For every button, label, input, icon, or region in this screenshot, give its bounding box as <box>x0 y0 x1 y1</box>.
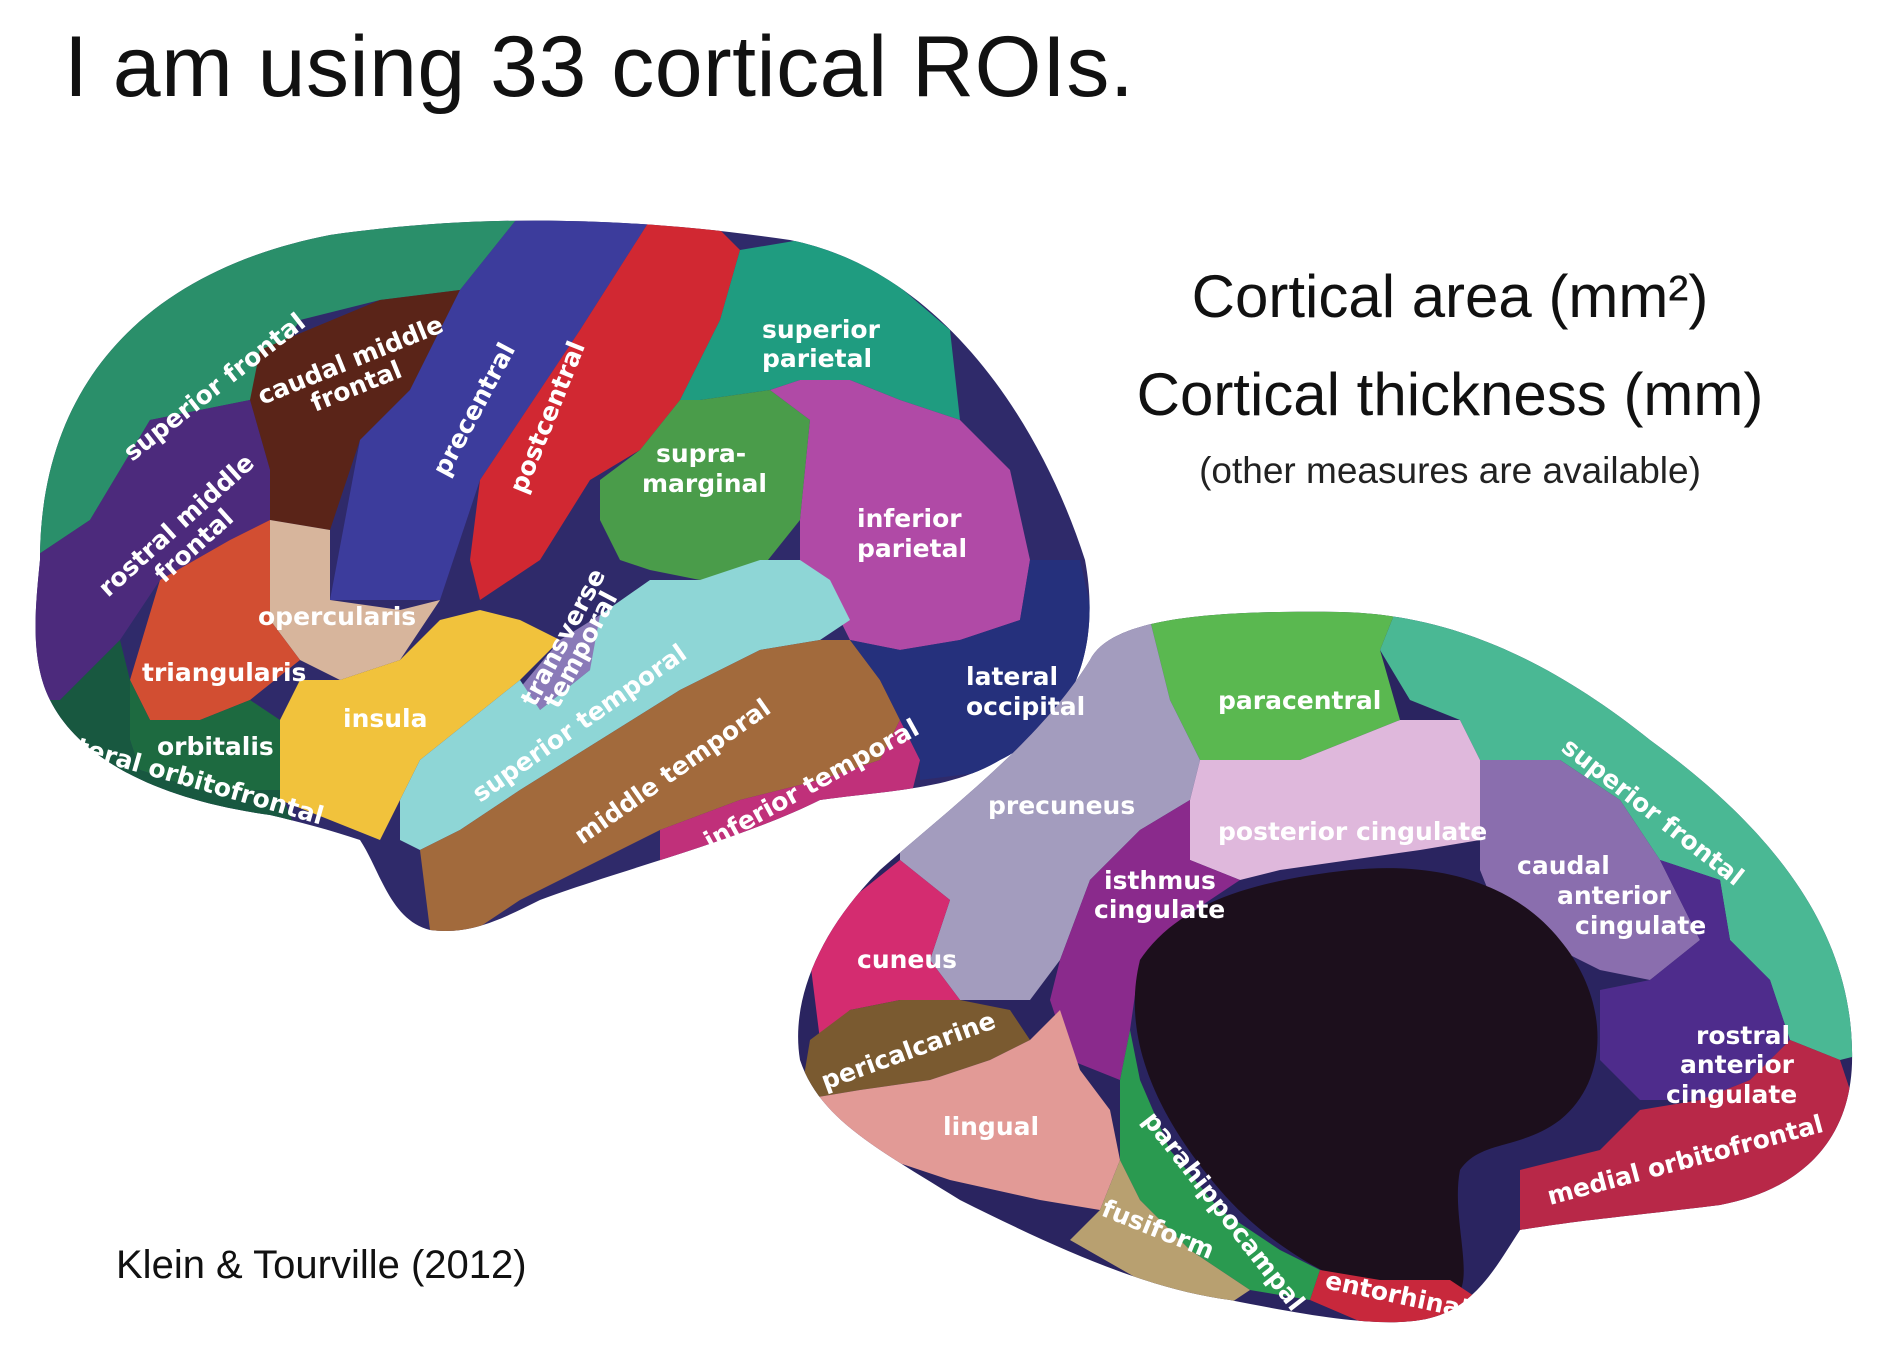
label-triangularis: triangularis <box>142 658 306 687</box>
label-supramarginal-2: marginal <box>642 469 767 498</box>
medial-hemisphere <box>798 611 1853 1323</box>
region-rostral-anterior-cingulate <box>1600 860 1790 1100</box>
region-inferior-parietal <box>770 380 1030 650</box>
region-transverse-temporal <box>510 615 620 710</box>
label-paracentral: paracentral <box>1218 686 1381 715</box>
label-rostral-anterior-cingulate-1: rostral <box>1696 1021 1790 1050</box>
region-superior-frontal-medial <box>1380 611 1853 1060</box>
region-pericalcarine <box>800 1000 1030 1100</box>
label-precuneus: precuneus <box>988 791 1135 820</box>
region-entorhinal <box>1310 1270 1480 1323</box>
label-rostral-anterior-cingulate-2: anterior <box>1680 1050 1795 1079</box>
region-rostral-middle-frontal <box>35 400 270 700</box>
region-precuneus <box>900 620 1200 1000</box>
region-superior-temporal <box>400 560 850 850</box>
label-posterior-cingulate: posterior cingulate <box>1218 817 1487 846</box>
region-corpus-callosum-medial-wall <box>1134 868 1598 1302</box>
region-posterior-cingulate <box>1190 720 1480 880</box>
label-superior-parietal-2: parietal <box>762 344 872 373</box>
label-lateral-occipital-2: occipital <box>966 692 1085 721</box>
region-postcentral <box>470 220 740 600</box>
slide-title: I am using 33 cortical ROIs. <box>64 19 1135 115</box>
region-medial-orbitofrontal <box>1520 1040 1853 1230</box>
region-lingual <box>800 1010 1120 1210</box>
region-isthmus-cingulate <box>1050 800 1240 1080</box>
label-caudal-anterior-cingulate-2: anterior <box>1557 881 1672 910</box>
label-lateral-occipital-1: lateral <box>966 662 1058 691</box>
lateral-hemisphere <box>35 220 1090 931</box>
region-orbitalis <box>130 680 280 790</box>
label-insula: insula <box>343 704 428 733</box>
region-lateral-occipital <box>850 560 1090 780</box>
region-triangularis <box>130 520 300 720</box>
measures-panel: Cortical area (mm²) Cortical thickness (… <box>1060 248 1840 492</box>
region-parahippocampal <box>1120 1030 1320 1300</box>
region-supramarginal <box>600 390 810 580</box>
label-supramarginal-1: supra- <box>656 439 746 468</box>
label-lingual: lingual <box>943 1112 1039 1141</box>
label-rostral-anterior-cingulate-3: cingulate <box>1666 1080 1797 1109</box>
label-cuneus: cuneus <box>857 945 957 974</box>
region-fusiform <box>1070 1160 1250 1310</box>
measure-cortical-area: Cortical area (mm²) <box>1191 263 1709 330</box>
label-inferior-parietal-1: inferior <box>857 504 962 533</box>
label-caudal-anterior-cingulate-1: caudal <box>1517 851 1610 880</box>
label-isthmus-cingulate-2: cingulate <box>1094 895 1225 924</box>
region-superior-parietal <box>680 240 960 420</box>
label-caudal-anterior-cingulate-3: cingulate <box>1575 911 1706 940</box>
region-paracentral <box>1150 611 1400 760</box>
label-orbitalis: orbitalis <box>157 732 274 761</box>
measures-note: (other measures are available) <box>1199 450 1701 491</box>
region-caudal-middle-frontal <box>250 290 460 530</box>
label-opercularis: opercularis <box>258 602 416 631</box>
citation: Klein & Tourville (2012) <box>116 1243 527 1287</box>
measure-cortical-thickness: Cortical thickness (mm) <box>1136 361 1764 428</box>
region-opercularis <box>250 520 440 680</box>
label-inferior-parietal-2: parietal <box>857 534 967 563</box>
label-isthmus-cingulate-1: isthmus <box>1104 866 1216 895</box>
region-middle-temporal <box>420 640 900 931</box>
label-superior-parietal-1: superior <box>762 315 881 344</box>
region-insula <box>280 610 560 840</box>
region-precentral <box>330 220 650 600</box>
